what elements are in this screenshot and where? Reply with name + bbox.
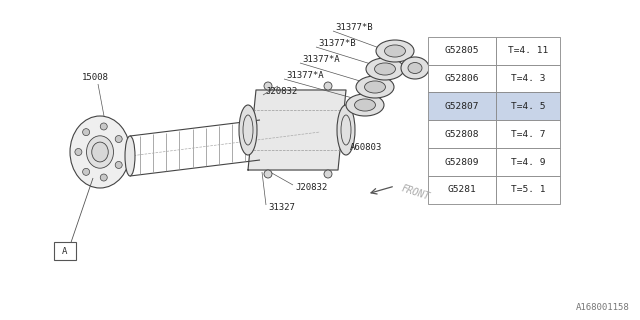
Bar [54, 242, 76, 260]
Text: G52805: G52805 [445, 46, 479, 55]
Bar [428, 37, 496, 65]
Bar [496, 120, 560, 148]
Text: G52808: G52808 [445, 130, 479, 139]
Text: 15008: 15008 [82, 74, 109, 83]
Ellipse shape [264, 82, 272, 90]
Text: T=4. 5: T=4. 5 [511, 102, 545, 111]
Text: 31377*B: 31377*B [335, 23, 372, 33]
Ellipse shape [356, 76, 394, 98]
Ellipse shape [374, 63, 396, 75]
Text: T=4. 11: T=4. 11 [508, 46, 548, 55]
Bar [496, 92, 560, 120]
Polygon shape [248, 90, 346, 170]
Text: G5281: G5281 [447, 185, 476, 195]
Bar [496, 37, 560, 65]
Text: A168001158: A168001158 [576, 303, 630, 312]
Text: J20832: J20832 [265, 87, 297, 97]
Ellipse shape [115, 136, 122, 142]
Ellipse shape [401, 57, 429, 79]
Ellipse shape [239, 105, 257, 155]
Ellipse shape [92, 142, 108, 162]
Bar [496, 176, 560, 204]
Text: 31327: 31327 [268, 204, 295, 212]
Bar [428, 65, 496, 92]
Bar [428, 148, 496, 176]
Ellipse shape [115, 162, 122, 168]
Ellipse shape [337, 105, 355, 155]
Bar [496, 148, 560, 176]
Ellipse shape [355, 99, 376, 111]
Text: T=4. 7: T=4. 7 [511, 130, 545, 139]
Ellipse shape [324, 82, 332, 90]
Ellipse shape [366, 58, 404, 80]
Ellipse shape [83, 168, 90, 175]
Text: 31377*A: 31377*A [302, 55, 340, 65]
Text: J20832: J20832 [295, 183, 327, 193]
Ellipse shape [324, 170, 332, 178]
Bar [496, 65, 560, 92]
Bar [428, 120, 496, 148]
Text: A: A [62, 246, 68, 255]
Ellipse shape [75, 148, 82, 156]
Bar [428, 176, 496, 204]
Ellipse shape [100, 174, 108, 181]
Ellipse shape [385, 45, 406, 57]
Text: T=5. 1: T=5. 1 [511, 185, 545, 195]
Ellipse shape [70, 116, 130, 188]
Text: T=4. 9: T=4. 9 [511, 157, 545, 167]
Text: G52809: G52809 [445, 157, 479, 167]
Ellipse shape [100, 123, 108, 130]
Text: A60803: A60803 [350, 143, 382, 153]
Text: 31377*B: 31377*B [318, 39, 356, 49]
Ellipse shape [264, 170, 272, 178]
Ellipse shape [346, 94, 384, 116]
Ellipse shape [365, 81, 385, 93]
Ellipse shape [83, 129, 90, 136]
Text: FRONT: FRONT [400, 184, 431, 202]
Text: G52807: G52807 [445, 102, 479, 111]
Ellipse shape [408, 62, 422, 74]
Bar [428, 92, 496, 120]
Ellipse shape [376, 40, 414, 62]
Text: 31377*A: 31377*A [286, 71, 324, 81]
Text: G52806: G52806 [445, 74, 479, 83]
Ellipse shape [125, 136, 135, 176]
Ellipse shape [86, 136, 113, 168]
Text: T=4. 3: T=4. 3 [511, 74, 545, 83]
